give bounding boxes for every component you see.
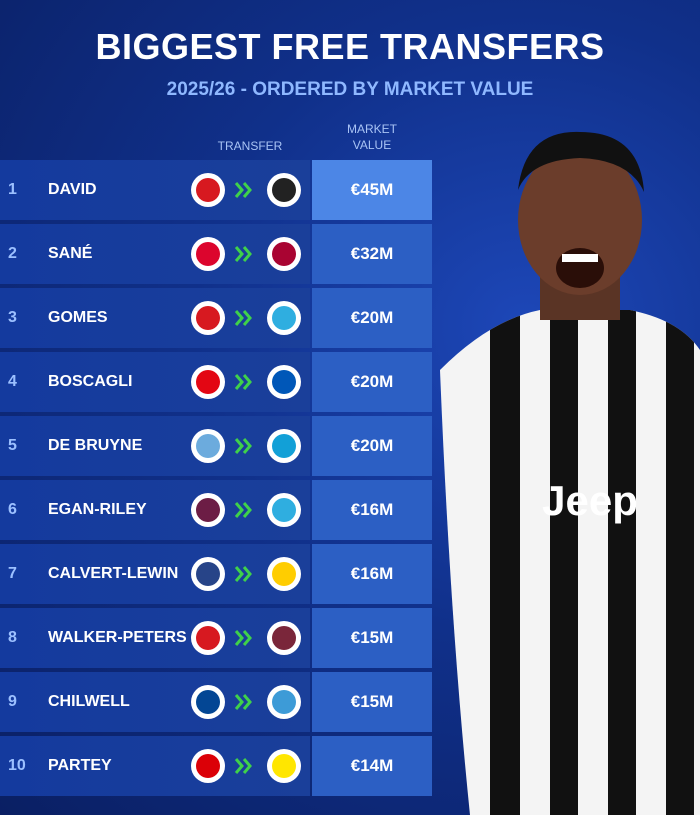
- market-value: €32M: [312, 224, 432, 284]
- player-name: CHILWELL: [48, 693, 130, 710]
- rank: 2: [8, 245, 17, 262]
- to-club-inner: [272, 498, 296, 522]
- from-club-inner: [196, 754, 220, 778]
- market-value: €16M: [312, 544, 432, 604]
- table-row: 3 GOMES €20M: [0, 288, 432, 348]
- table-row: 2 SANÉ €32M: [0, 224, 432, 284]
- rank: 10: [8, 757, 26, 774]
- from-club-inner: [196, 178, 220, 202]
- club-badges: [191, 749, 301, 783]
- player-name: SANÉ: [48, 245, 93, 262]
- table-row: 1 DAVID €45M: [0, 160, 432, 220]
- table-row: 9 CHILWELL €15M: [0, 672, 432, 732]
- from-club-inner: [196, 306, 220, 330]
- row-background: [0, 736, 310, 796]
- from-club-inner: [196, 242, 220, 266]
- from-club-inner: [196, 370, 220, 394]
- rank: 6: [8, 501, 17, 518]
- table-row: 7 CALVERT-LEWIN €16M: [0, 544, 432, 604]
- market-value: €20M: [312, 352, 432, 412]
- market-value: €16M: [312, 480, 432, 540]
- club-badges: [191, 237, 301, 271]
- table-row: 6 EGAN-RILEY €16M: [0, 480, 432, 540]
- club-badges: [191, 493, 301, 527]
- club-badges: [191, 685, 301, 719]
- to-club-inner: [272, 626, 296, 650]
- arrow: [234, 310, 252, 326]
- to-club-inner: [272, 242, 296, 266]
- arrow: [234, 630, 252, 646]
- rank: 4: [8, 373, 17, 390]
- player-name: WALKER-PETERS: [48, 629, 187, 646]
- player-photo: Jeep: [440, 131, 700, 815]
- table-row: 4 BOSCAGLI €20M: [0, 352, 432, 412]
- arrow: [234, 246, 252, 262]
- table-row: 10 PARTEY €14M: [0, 736, 432, 796]
- from-club-inner: [196, 690, 220, 714]
- from-club-inner: [196, 626, 220, 650]
- to-club-inner: [272, 434, 296, 458]
- market-value: €15M: [312, 608, 432, 668]
- row-background: [0, 480, 310, 540]
- player-name: DAVID: [48, 181, 97, 198]
- player-name: BOSCAGLI: [48, 373, 133, 390]
- player-name: CALVERT-LEWIN: [48, 565, 179, 582]
- arrow: [234, 758, 252, 774]
- player-name: DE BRUYNE: [48, 437, 143, 454]
- row-background: [0, 672, 310, 732]
- market-value: €15M: [312, 672, 432, 732]
- arrow: [234, 566, 252, 582]
- from-club-inner: [196, 498, 220, 522]
- table-row: 8 WALKER-PETERS €15M: [0, 608, 432, 668]
- club-badges: [191, 365, 301, 399]
- arrow: [234, 374, 252, 390]
- market-value: €20M: [312, 416, 432, 476]
- from-club-inner: [196, 562, 220, 586]
- title: BIGGEST FREE TRANSFERS: [95, 26, 605, 67]
- club-badges: [191, 301, 301, 335]
- rank: 5: [8, 437, 17, 454]
- arrow: [234, 502, 252, 518]
- market-value: €14M: [312, 736, 432, 796]
- row-background: [0, 608, 310, 668]
- club-badges: [191, 621, 301, 655]
- column-header: TRANSFER: [217, 139, 283, 153]
- club-badges: [191, 557, 301, 591]
- market-value: €20M: [312, 288, 432, 348]
- column-header: MARKET VALUE: [346, 122, 397, 152]
- to-club-inner: [272, 690, 296, 714]
- row-background: [0, 416, 310, 476]
- player-name: PARTEY: [48, 757, 112, 774]
- to-club-inner: [272, 306, 296, 330]
- to-club-inner: [272, 370, 296, 394]
- table-row: 5 DE BRUYNE €20M: [0, 416, 432, 476]
- club-badges: [191, 429, 301, 463]
- from-club-inner: [196, 434, 220, 458]
- rank: 7: [8, 565, 17, 582]
- player-name: EGAN-RILEY: [48, 501, 147, 518]
- club-badges: [191, 173, 301, 207]
- shirt-logo: Jeep: [542, 477, 638, 524]
- market-value: €45M: [312, 160, 432, 220]
- rank: 1: [8, 181, 17, 198]
- player-name: GOMES: [48, 309, 108, 326]
- arrow: [234, 694, 252, 710]
- to-club-inner: [272, 562, 296, 586]
- rank: 3: [8, 309, 17, 326]
- arrow: [234, 438, 252, 454]
- row-background: [0, 544, 310, 604]
- row-background: [0, 160, 310, 220]
- to-club-inner: [272, 178, 296, 202]
- row-background: [0, 352, 310, 412]
- subtitle: 2025/26 - ORDERED BY MARKET VALUE: [166, 79, 534, 100]
- to-club-inner: [272, 754, 296, 778]
- row-background: [0, 224, 310, 284]
- rank: 8: [8, 629, 17, 646]
- rank: 9: [8, 693, 17, 710]
- row-background: [0, 288, 310, 348]
- arrow: [234, 182, 252, 198]
